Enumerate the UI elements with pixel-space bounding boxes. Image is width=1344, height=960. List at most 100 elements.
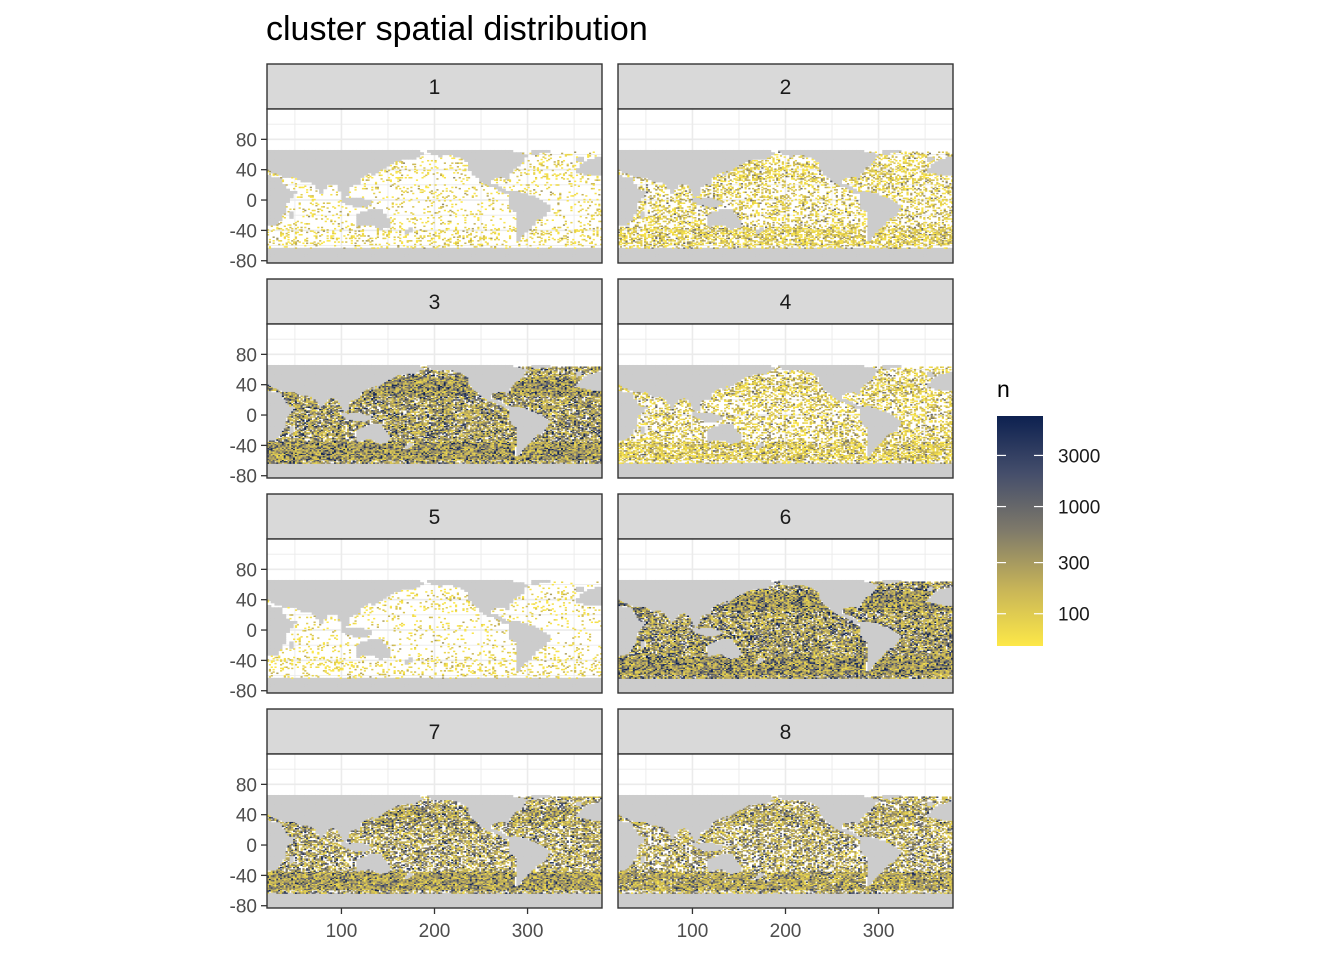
land-cell [326, 161, 331, 165]
land-cell [744, 259, 749, 263]
land-cell [859, 170, 865, 174]
density-cell [572, 176, 575, 179]
land-cell [535, 215, 540, 219]
land-cell [867, 250, 872, 253]
land-cell [304, 156, 309, 160]
land-cell [763, 254, 768, 258]
land-cell [696, 163, 701, 167]
land-cell [655, 259, 660, 263]
land-cell [647, 259, 653, 263]
land-cell [658, 149, 664, 153]
land-cell [319, 254, 324, 258]
land-cell [374, 254, 380, 258]
land-cell [833, 159, 839, 162]
land-cell [867, 220, 872, 224]
density-cell [330, 219, 333, 221]
land-cell [348, 161, 354, 165]
land-cell [685, 149, 690, 153]
land-cell [796, 247, 801, 251]
land-cell [826, 159, 831, 162]
density-cell [477, 209, 480, 212]
density-cell [588, 174, 592, 177]
land-cell [293, 170, 298, 174]
land-cell [699, 252, 705, 256]
density-cell [378, 172, 381, 174]
density-cell [594, 212, 597, 214]
land-cell [471, 261, 477, 263]
land-cell [926, 259, 932, 263]
density-cell [536, 247, 540, 249]
density-cell [281, 229, 285, 231]
density-cell [629, 236, 632, 238]
density-cell [546, 173, 549, 175]
land-cell [673, 161, 679, 165]
land-cell [523, 227, 529, 231]
land-cell [632, 159, 638, 162]
density-cell [320, 234, 324, 236]
density-cell [468, 234, 471, 236]
land-cell [300, 177, 305, 181]
land-cell [319, 256, 324, 260]
land-cell [696, 179, 701, 183]
land-cell [681, 261, 686, 263]
land-cell [270, 200, 276, 203]
land-cell [707, 225, 712, 228]
land-cell [718, 261, 723, 263]
land-cell [930, 247, 935, 251]
land-cell [479, 163, 484, 167]
land-cell [523, 206, 529, 210]
density-cell [287, 238, 290, 241]
density-cell [280, 235, 283, 237]
land-cell [618, 215, 623, 219]
land-cell [471, 170, 477, 174]
land-cell [274, 190, 279, 194]
land-cell [941, 250, 947, 253]
land-cell [497, 154, 503, 158]
land-cell [360, 218, 365, 222]
land-cell [516, 254, 521, 258]
land-cell [397, 247, 402, 251]
land-cell [505, 254, 510, 258]
land-cell [945, 163, 950, 167]
land-cell [278, 181, 283, 185]
land-cell [575, 159, 581, 162]
land-cell [632, 152, 638, 156]
land-cell [871, 152, 876, 156]
land-cell [330, 156, 335, 160]
land-cell [699, 165, 705, 169]
land-cell [296, 154, 302, 158]
land-cell [453, 152, 458, 156]
land-cell [636, 149, 641, 153]
land-cell [267, 213, 272, 217]
land-cell [363, 200, 369, 203]
land-cell [707, 213, 712, 217]
land-cell [334, 261, 339, 263]
density-cell [272, 236, 275, 238]
density-cell [538, 163, 541, 166]
density-cell [598, 189, 601, 191]
land-cell [658, 179, 664, 183]
density-cell [399, 234, 402, 236]
density-cell [551, 227, 554, 230]
density-cell [267, 243, 270, 246]
land-cell [557, 254, 562, 258]
land-cell [520, 250, 525, 253]
density-cell [572, 166, 575, 168]
land-cell [360, 247, 365, 251]
land-cell [625, 213, 630, 217]
land-cell [640, 190, 645, 194]
density-cell [557, 241, 560, 243]
land-cell [651, 179, 656, 183]
land-cell [311, 254, 316, 258]
density-cell [454, 162, 458, 164]
land-cell [856, 247, 861, 251]
land-cell [685, 179, 690, 183]
land-cell [535, 254, 540, 258]
land-cell [789, 256, 794, 260]
density-cell [296, 196, 299, 198]
density-cell [428, 243, 432, 246]
land-cell [733, 256, 738, 260]
density-cell [360, 247, 363, 249]
land-cell [945, 159, 950, 162]
land-cell [729, 218, 734, 222]
